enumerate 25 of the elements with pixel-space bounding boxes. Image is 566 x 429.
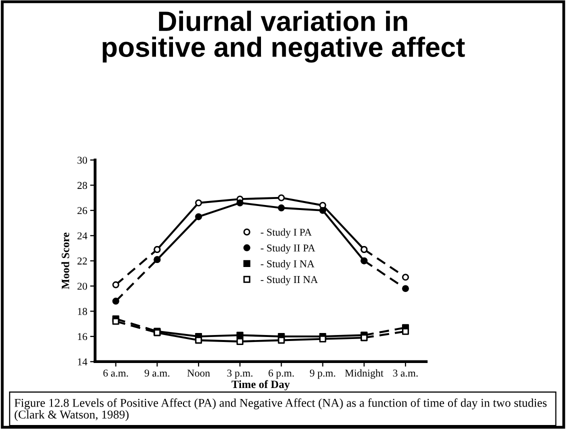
x-tick-label: 3 a.m.: [393, 370, 418, 377]
y-tick-label: 18: [78, 308, 88, 315]
y-axis-title: Mood Score: [61, 232, 70, 290]
y-tick-label: 20: [77, 282, 88, 290]
y-tick-label: 26: [77, 207, 88, 214]
y-tick-label: 14: [78, 358, 88, 366]
legend-label: - Study II PA: [260, 244, 316, 254]
x-tick-label: 6 p.m.: [268, 370, 294, 379]
x-tick-label: Midnight: [345, 369, 384, 379]
x-axis-title: Time of Day: [232, 380, 290, 390]
y-tick-label: 30: [78, 156, 88, 164]
x-tick-label: 6 a.m.: [103, 370, 128, 377]
legend-label: - Study II NA: [260, 276, 318, 286]
y-tick-label: 16: [78, 333, 88, 340]
x-tick-label: 3 p.m.: [227, 370, 252, 379]
chart-title: Diurnal variation in positive and negative affect: [102, 10, 465, 63]
caption: Figure 12.8 Levels of Positive Affect (PA) and Negative Affect (NA) as a function of time of day in two studies (Clark & Watson, 1989): [14, 398, 547, 422]
x-tick-label: Noon: [187, 370, 210, 377]
x-tick-label: 9 a.m.: [144, 370, 170, 377]
y-tick-label: 22: [77, 258, 87, 264]
legend-label: - Study I PA: [260, 228, 312, 238]
legend-label: - Study I NA: [260, 260, 314, 270]
x-tick-label: 9 p.m.: [310, 370, 336, 379]
y-tick-label: 24: [77, 232, 88, 240]
y-tick-label: 28: [77, 182, 88, 189]
